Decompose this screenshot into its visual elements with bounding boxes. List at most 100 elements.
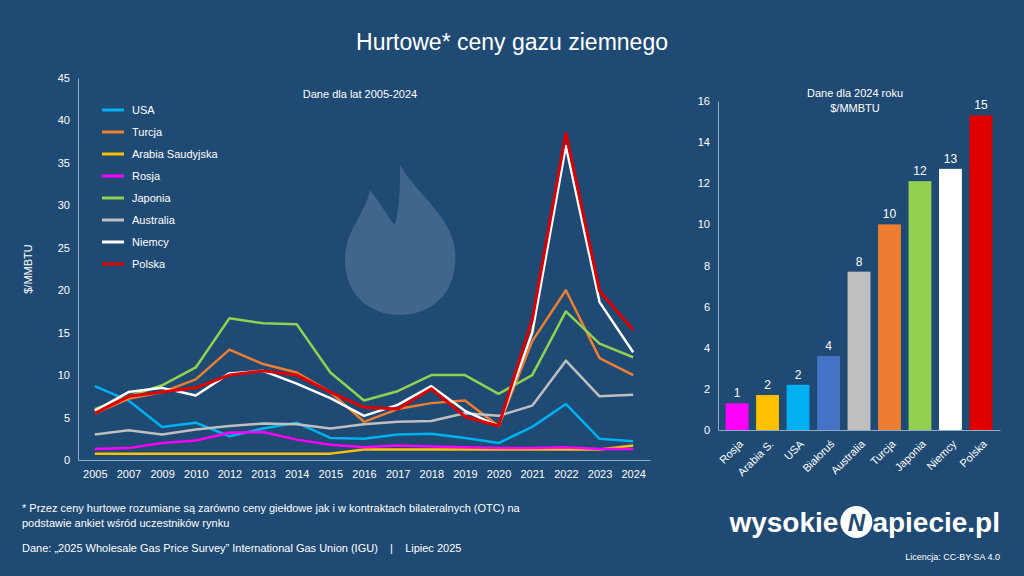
bar — [756, 395, 779, 430]
bar — [817, 356, 840, 430]
series-line — [95, 290, 633, 426]
legend-swatch — [102, 153, 124, 156]
chart-title: Dane dla 2024 roku — [807, 87, 903, 99]
footer: * Przez ceny hurtowe rozumiane są zarówn… — [22, 502, 1000, 562]
tick: 0 — [64, 454, 78, 466]
tick: 2013 — [251, 460, 275, 480]
data-label: 13 — [944, 152, 958, 166]
legend-item: Niemcy — [102, 236, 169, 248]
tick-label: USA — [782, 437, 807, 462]
tick: 25 — [58, 242, 78, 254]
data-label: 4 — [825, 339, 832, 353]
tick-label: 35 — [58, 157, 70, 169]
tick: 5 — [64, 412, 78, 424]
tick-label: 14 — [698, 136, 710, 148]
x-axis: 2005200720092010201220132014201520162017… — [79, 460, 651, 480]
tick: 8 — [704, 260, 718, 272]
tick-label: 30 — [58, 199, 70, 211]
tick-label: 0 — [704, 424, 710, 436]
tick-label: 2018 — [420, 468, 444, 480]
tick-label: Arabia S. — [735, 438, 775, 478]
tick-label: 45 — [58, 72, 70, 84]
source: Dane: „2025 Wholesale Gas Price Survey” … — [22, 542, 461, 554]
bar — [878, 224, 901, 430]
legend-label: Polska — [132, 258, 166, 270]
data-label: 2 — [764, 378, 771, 392]
tick-label: Australia — [828, 437, 867, 476]
series-line — [95, 146, 633, 426]
tick-label: 2005 — [83, 468, 107, 480]
logo-text: wysokie — [728, 507, 838, 538]
bar-chart: 0246810121416RosjaArabia S.USABiałoruśAu… — [698, 87, 1001, 478]
page-title: Hurtowe* ceny gazu ziemnego — [356, 29, 668, 55]
legend-label: Rosja — [132, 170, 161, 182]
chart-title: Dane dla lat 2005-2024 — [303, 88, 417, 100]
legend-label: Japonia — [132, 192, 171, 204]
axis-line — [718, 102, 719, 431]
tick: 12 — [698, 177, 718, 189]
bar — [909, 181, 932, 430]
data-label: 12 — [913, 164, 927, 178]
tick: 30 — [58, 199, 78, 211]
tick: 2019 — [453, 460, 477, 480]
tick: 15 — [58, 327, 78, 339]
tick-label: 40 — [58, 114, 70, 126]
footnote: * Przez ceny hurtowe rozumiane są zarówn… — [22, 502, 521, 514]
background — [0, 0, 1024, 576]
logo-text: apiecie.pl — [872, 507, 1000, 538]
tick-label: Japonia — [892, 437, 928, 473]
y-axis: 0 5 10 15 20 25 30 35 40 45 — [58, 72, 79, 466]
legend-label: Arabia Saudyjska — [132, 148, 218, 160]
data-label: 10 — [883, 207, 897, 221]
tick: 2012 — [218, 460, 242, 480]
tick-label: 2021 — [520, 468, 544, 480]
tick-label: 20 — [58, 284, 70, 296]
tick-label: 25 — [58, 242, 70, 254]
tick: 2023 — [588, 460, 612, 480]
axis-line — [78, 79, 79, 461]
logo: apiecie.plNwysokie — [728, 506, 1000, 538]
tick-label: 10 — [58, 369, 70, 381]
tick-label: 16 — [698, 95, 710, 107]
plot-area — [726, 115, 993, 430]
x-axis: RosjaArabia S.USABiałoruśAustraliaTurcja… — [717, 430, 1001, 478]
line-chart: 0 5 10 15 20 25 30 35 40 45 2005 2007 2009 20 10 2012 20… — [22, 72, 651, 480]
tick-label: 2012 — [218, 468, 242, 480]
tick-label: 8 — [704, 260, 710, 272]
tick-label: Niemcy — [924, 437, 959, 472]
legend-swatch — [102, 109, 124, 112]
tick: 10 — [58, 369, 78, 381]
tick: Polska — [957, 430, 989, 469]
tick-label: 4 — [704, 342, 710, 354]
legend-swatch — [102, 131, 124, 134]
tick: 2009 — [150, 460, 174, 480]
data-label: 2 — [795, 368, 802, 382]
tick-label: 0 — [64, 454, 70, 466]
tick: 20 — [58, 284, 78, 296]
data-label: 15 — [974, 98, 988, 112]
y-axis: 0 2 4 6 8 10 12 14 16 — [698, 95, 719, 436]
chart-page: Hurtowe* ceny gazu ziemnego0510152025303… — [0, 0, 1024, 576]
legend-item: Polska — [102, 258, 166, 270]
legend: USATurcjaArabia SaudyjskaRosjaJaponiaAus… — [102, 104, 218, 270]
legend-item: Arabia Saudyjska — [102, 148, 218, 160]
axis-line — [719, 430, 1001, 431]
legend-swatch — [102, 219, 124, 222]
axis-line — [79, 460, 651, 461]
tick: 10 — [698, 218, 718, 230]
tick-label: 2007 — [117, 468, 141, 480]
tick: Australia — [828, 430, 867, 476]
tick-label: 5 — [64, 412, 70, 424]
logo-mark: N — [848, 509, 866, 536]
tick: 2017 — [386, 460, 410, 480]
tick-label: 15 — [58, 327, 70, 339]
series-line — [95, 133, 633, 426]
tick-label: 2 — [704, 383, 710, 395]
tick: 2007 — [117, 460, 141, 480]
bar — [939, 169, 962, 430]
tick: 6 — [704, 301, 718, 313]
tick: Turcja — [868, 430, 898, 467]
legend-swatch — [102, 263, 124, 266]
tick: 2022 — [554, 460, 578, 480]
flame-icon — [345, 165, 455, 315]
